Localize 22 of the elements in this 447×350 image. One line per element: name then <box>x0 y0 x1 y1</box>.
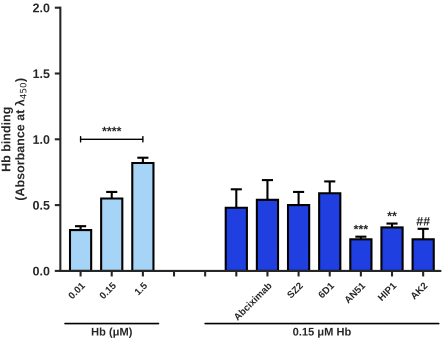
x-tick-label: 0.15 <box>98 282 117 300</box>
bar <box>349 238 373 271</box>
x-tick-label: 0.01 <box>68 282 86 300</box>
text: Hb (μM) <box>92 327 132 338</box>
y-tick-label: 2.0 <box>32 4 50 12</box>
bar <box>68 229 92 271</box>
x-tick-label: 6D1 <box>318 282 335 299</box>
annotation: **** <box>102 126 122 132</box>
y-tick-label: 1.0 <box>33 135 50 144</box>
y-tick-label: 0.0 <box>33 266 50 276</box>
bar <box>131 162 155 271</box>
y-tick-label: 0.5 <box>33 200 50 210</box>
y-tick-label: 1.5 <box>33 69 50 78</box>
y-axis-title: Hb binding (Absorbance at λ$_{450}$) <box>1 78 27 200</box>
text: 0.15 μM Hb <box>293 327 351 338</box>
annotation: ## <box>416 217 430 226</box>
x-tick-label: SZ2 <box>286 282 304 299</box>
bar <box>100 197 124 271</box>
bar <box>380 226 404 271</box>
annotation: *** <box>354 224 368 230</box>
x-tick-label: 1.5 <box>134 282 148 296</box>
annotation: ** <box>387 212 397 216</box>
